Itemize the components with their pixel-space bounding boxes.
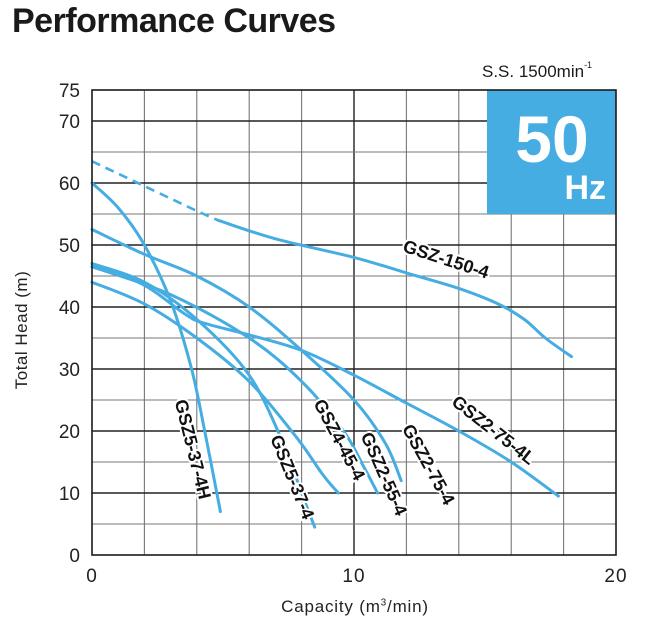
x-axis-label-tail: /min) <box>387 597 429 616</box>
speed-text: S.S. 1500min <box>482 62 585 81</box>
y-tick-label: 60 <box>59 174 80 195</box>
x-axis-label: Capacity (m3/min) <box>0 597 670 617</box>
y-tick-labels: 0 10 20 30 40 50 60 70 75 <box>59 81 80 567</box>
y-tick-label: 10 <box>59 484 80 505</box>
curve-gsz2-55-4 <box>90 265 380 495</box>
y-tick-label: 70 <box>59 112 80 133</box>
frequency-badge-unit: Hz <box>564 169 606 207</box>
curve-gsz2-75-4 <box>90 228 403 483</box>
chart-title: Performance Curves <box>12 2 336 40</box>
frequency-badge-background <box>487 90 616 214</box>
y-tick-label: 30 <box>59 360 80 381</box>
curve-label-gsz5-37-4: GSZ5-37-4 <box>266 432 318 522</box>
frequency-badge-value: 50 <box>515 102 588 176</box>
x-axis-label-text: Capacity (m <box>281 597 381 616</box>
curve-gsz-150-4-dashed <box>91 160 219 222</box>
x-axis-label-sup: 3 <box>380 597 388 609</box>
performance-curves <box>90 160 573 529</box>
y-tick-label: 0 <box>69 546 80 567</box>
speed-superscript: -1 <box>584 60 593 70</box>
x-tick-label: 0 <box>86 566 98 587</box>
grid-lines <box>92 90 616 555</box>
y-tick-label: 50 <box>59 236 80 257</box>
frequency-badge: 50 Hz <box>487 90 616 214</box>
curve-gsz5-37-4 <box>90 262 317 529</box>
x-tick-labels: 0 10 20 <box>86 566 627 587</box>
plot-frame <box>91 89 617 556</box>
y-tick-label: 20 <box>59 422 80 443</box>
curve-label-gsz2-75-4: GSZ2-75-4 <box>398 421 459 509</box>
curve-gsz-150-4 <box>216 218 573 359</box>
x-tick-label: 10 <box>342 566 365 587</box>
x-tick-label: 20 <box>604 566 627 587</box>
y-axis-label: Total Head (m) <box>12 270 31 390</box>
curve-label-gsz2-75-4l: GSZ2-75-4L <box>448 391 539 468</box>
curve-gsz2-75-4l <box>90 262 560 498</box>
y-tick-label: 75 <box>59 81 80 102</box>
speed-label: S.S. 1500min-1 <box>482 60 593 82</box>
curve-gsz4-45-4 <box>90 280 340 495</box>
y-tick-label: 40 <box>59 298 80 319</box>
